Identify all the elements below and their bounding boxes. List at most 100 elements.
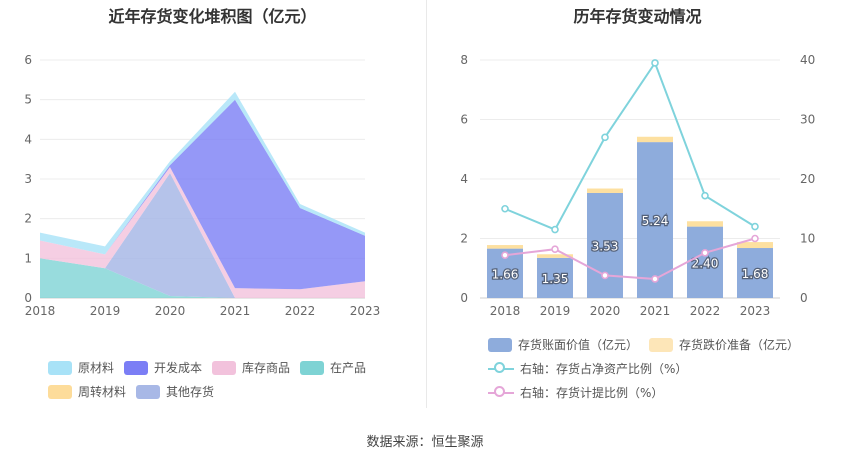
- x-tick-label: 2022: [690, 304, 721, 318]
- legend-label: 存货跌价准备（亿元）: [679, 338, 800, 352]
- x-tick-label: 2020: [155, 304, 186, 318]
- line-point: [501, 204, 509, 213]
- bar-reserve: [587, 188, 623, 193]
- legend-label: 周转材料: [78, 385, 127, 399]
- y-tick-label: 5: [24, 93, 32, 107]
- bar-reserve: [487, 245, 523, 249]
- legend-label: 开发成本: [154, 361, 203, 375]
- bar-reserve: [537, 254, 573, 258]
- right-chart-title: 历年存货变动情况: [573, 7, 702, 26]
- data-label: 5.24: [642, 214, 669, 228]
- legend-item-provision-line[interactable]: 右轴：存货计提比例（%）: [488, 384, 663, 401]
- y2-tick-label: 30: [800, 113, 815, 127]
- data-label-bg: [539, 270, 571, 287]
- right-chart-plot: 0 2 4 6 8 0 10 20 30 40 2018 2019 2020 2021 2022 2023 1.…: [460, 53, 815, 318]
- bar-reserve: [737, 242, 773, 249]
- area-goods: [40, 167, 365, 298]
- line-point: [651, 275, 659, 283]
- x-tick-label: 2023: [740, 304, 771, 318]
- legend-item-reserve[interactable]: 存货跌价准备（亿元）: [649, 336, 799, 353]
- line-point: [501, 251, 509, 259]
- x-tick-label: 2018: [25, 304, 56, 318]
- x-tick-label: 2022: [285, 304, 316, 318]
- data-label-bg: [639, 213, 671, 230]
- y-tick-label: 3: [24, 172, 32, 186]
- legend-label: 存货账面价值（亿元）: [518, 338, 639, 352]
- line-point: [601, 271, 609, 280]
- line-point: [551, 225, 559, 234]
- legend-label: 原材料: [78, 361, 115, 375]
- y-tick-label: 1: [24, 251, 32, 265]
- y2-tick-label: 0: [800, 291, 808, 305]
- data-label-bg: [689, 255, 721, 272]
- y2-tick-label: 10: [800, 232, 815, 246]
- line-line_provision: [504, 237, 756, 281]
- data-label: 3.53: [592, 239, 619, 253]
- y2-tick-label: 20: [800, 172, 815, 186]
- legend-swatch: [212, 360, 236, 375]
- line-point: [701, 248, 709, 257]
- data-label: 1.35: [542, 272, 569, 286]
- left-chart-title: 近年存货变化堆积图（亿元）: [108, 7, 317, 26]
- x-tick-label: 2023: [350, 304, 381, 318]
- legend-swatch: [48, 360, 72, 375]
- legend-line-swatch: [488, 385, 514, 400]
- x-tick-label: 2018: [490, 304, 521, 318]
- y-tick-label: 2: [24, 212, 32, 226]
- x-tick-label: 2021: [640, 304, 671, 318]
- legend-item-turnover[interactable]: 周转材料: [48, 383, 126, 400]
- legend-item-ratio-line[interactable]: 右轴：存货占净资产比例（%）: [488, 360, 687, 377]
- y-tick-label: 8: [460, 53, 468, 67]
- data-label-bg: [739, 266, 771, 283]
- data-source-note: 数据来源：恒生聚源: [366, 435, 484, 450]
- data-label-bg: [589, 238, 621, 255]
- x-tick-label: 2020: [590, 304, 621, 318]
- line-point: [551, 245, 559, 254]
- line-point: [751, 222, 759, 231]
- legend-label: 其他存货: [166, 385, 215, 399]
- legend-item-other[interactable]: 其他存货: [136, 383, 214, 400]
- legend-swatch: [136, 384, 160, 399]
- panel-divider: [426, 0, 427, 408]
- legend-swatch: [488, 337, 512, 352]
- area-wip: [40, 258, 365, 298]
- legend-swatch: [649, 337, 673, 352]
- y2-tick-label: 40: [800, 53, 815, 67]
- data-label: 1.68: [742, 267, 769, 281]
- y-tick-label: 6: [460, 113, 468, 127]
- legend-item-book-value[interactable]: 存货账面价值（亿元）: [488, 336, 638, 353]
- y-tick-label: 0: [24, 291, 32, 305]
- left-chart-plot: 0 1 2 3 4 5 6 2018 2019 2020 2021 2022 2023: [24, 53, 381, 318]
- line-point: [701, 191, 709, 200]
- x-tick-label: 2019: [540, 304, 571, 318]
- y-tick-label: 2: [460, 232, 468, 246]
- legend-item-dev-cost[interactable]: 开发成本: [124, 359, 202, 376]
- legend-item-goods[interactable]: 库存商品: [212, 359, 290, 376]
- legend-label: 在产品: [330, 361, 367, 375]
- legend-item-raw-material[interactable]: 原材料: [48, 359, 114, 376]
- x-tick-label: 2019: [90, 304, 121, 318]
- legend-swatch: [48, 384, 72, 399]
- data-label: 2.40: [692, 256, 719, 270]
- legend-line-swatch: [488, 361, 514, 376]
- line-point: [751, 234, 759, 243]
- y-tick-label: 0: [460, 291, 468, 305]
- data-label: 1.66: [492, 267, 519, 281]
- legend-label: 库存商品: [242, 361, 291, 375]
- bar-reserve: [637, 136, 673, 143]
- y-tick-label: 4: [24, 132, 32, 146]
- legend-item-wip[interactable]: 在产品: [300, 359, 366, 376]
- line-point: [651, 59, 659, 67]
- legend-swatch: [124, 360, 148, 375]
- legend-label: 右轴：存货计提比例（%）: [520, 386, 664, 400]
- legend-swatch: [300, 360, 324, 375]
- area-dev_cost: [40, 99, 365, 290]
- y-tick-label: 6: [24, 53, 32, 67]
- bar-reserve: [687, 221, 723, 227]
- x-tick-label: 2021: [220, 304, 251, 318]
- inventory-stacked-area-chart: 近年存货变化堆积图（亿元） 0 1 2 3 4 5 6 2018 2019 2020 2021 202…: [0, 0, 425, 410]
- data-label-bg: [489, 266, 521, 283]
- y-tick-label: 4: [460, 172, 468, 186]
- legend-label: 右轴：存货占净资产比例（%）: [520, 362, 688, 376]
- line-point: [601, 133, 609, 142]
